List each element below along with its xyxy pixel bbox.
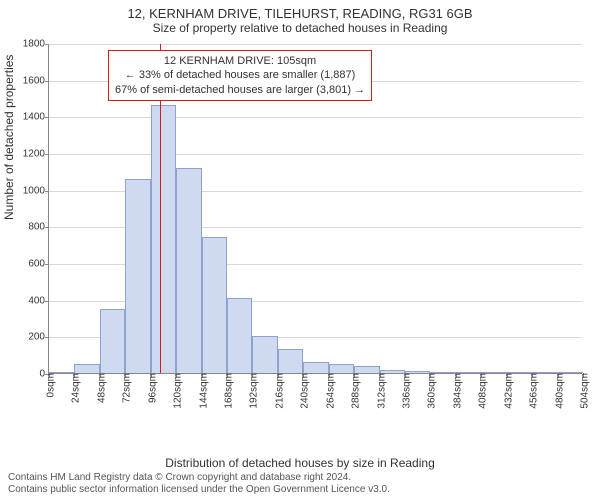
credit-text: Contains HM Land Registry data © Crown c… — [8, 472, 390, 496]
x-tick-label: 288sqm — [347, 373, 362, 409]
annotation-box: 12 KERNHAM DRIVE: 105sqm← 33% of detache… — [108, 50, 372, 101]
page-title: 12, KERNHAM DRIVE, TILEHURST, READING, R… — [0, 6, 600, 21]
credit-line-1: Contains HM Land Registry data © Crown c… — [8, 472, 390, 484]
y-tick-label: 200 — [28, 332, 49, 343]
histogram-bar — [151, 105, 176, 373]
histogram-bar — [278, 349, 303, 373]
chart-area: 0200400600800100012001400160018000sqm24s… — [48, 44, 582, 414]
y-tick-label: 800 — [28, 222, 49, 233]
x-tick-label: 360sqm — [423, 373, 438, 409]
histogram-bar — [100, 309, 125, 373]
x-tick-label: 264sqm — [321, 373, 336, 409]
histogram-bar — [125, 179, 150, 373]
x-tick-label: 0sqm — [42, 373, 57, 397]
page-subtitle: Size of property relative to detached ho… — [0, 21, 600, 35]
x-tick-label: 72sqm — [118, 373, 133, 403]
histogram-bar — [227, 298, 252, 373]
x-tick-label: 48sqm — [92, 373, 107, 403]
annotation-line: ← 33% of detached houses are smaller (1,… — [115, 68, 365, 82]
y-tick-label: 1200 — [23, 149, 49, 160]
histogram-bar — [176, 168, 201, 373]
x-tick-label: 336sqm — [398, 373, 413, 409]
gridline — [49, 154, 582, 155]
histogram-bar — [202, 237, 227, 373]
histogram-bar — [329, 364, 354, 373]
histogram-bar — [252, 336, 277, 373]
y-axis-label: Number of detached properties — [2, 55, 16, 220]
y-tick-label: 1800 — [23, 39, 49, 50]
x-tick-label: 456sqm — [525, 373, 540, 409]
x-tick-label: 24sqm — [67, 373, 82, 403]
x-tick-label: 312sqm — [372, 373, 387, 409]
y-tick-label: 1000 — [23, 185, 49, 196]
x-tick-label: 384sqm — [448, 373, 463, 409]
y-tick-label: 1600 — [23, 75, 49, 86]
y-tick-label: 400 — [28, 295, 49, 306]
x-tick-label: 168sqm — [220, 373, 235, 409]
x-tick-label: 504sqm — [576, 373, 591, 409]
histogram-bar — [303, 362, 328, 373]
x-axis-label: Distribution of detached houses by size … — [0, 456, 600, 470]
x-tick-label: 96sqm — [143, 373, 158, 403]
x-tick-label: 192sqm — [245, 373, 260, 409]
histogram-bar — [354, 366, 379, 373]
x-tick-label: 216sqm — [270, 373, 285, 409]
x-tick-label: 120sqm — [169, 373, 184, 409]
credit-line-2: Contains public sector information licen… — [8, 484, 390, 496]
gridline — [49, 44, 582, 45]
gridline — [49, 117, 582, 118]
x-tick-label: 408sqm — [474, 373, 489, 409]
histogram-bar — [74, 364, 99, 373]
x-tick-label: 240sqm — [296, 373, 311, 409]
annotation-line: 12 KERNHAM DRIVE: 105sqm — [115, 54, 365, 68]
y-tick-label: 1400 — [23, 112, 49, 123]
x-tick-label: 144sqm — [194, 373, 209, 409]
x-tick-label: 480sqm — [550, 373, 565, 409]
x-tick-label: 432sqm — [499, 373, 514, 409]
y-tick-label: 600 — [28, 259, 49, 270]
annotation-line: 67% of semi-detached houses are larger (… — [115, 83, 365, 97]
